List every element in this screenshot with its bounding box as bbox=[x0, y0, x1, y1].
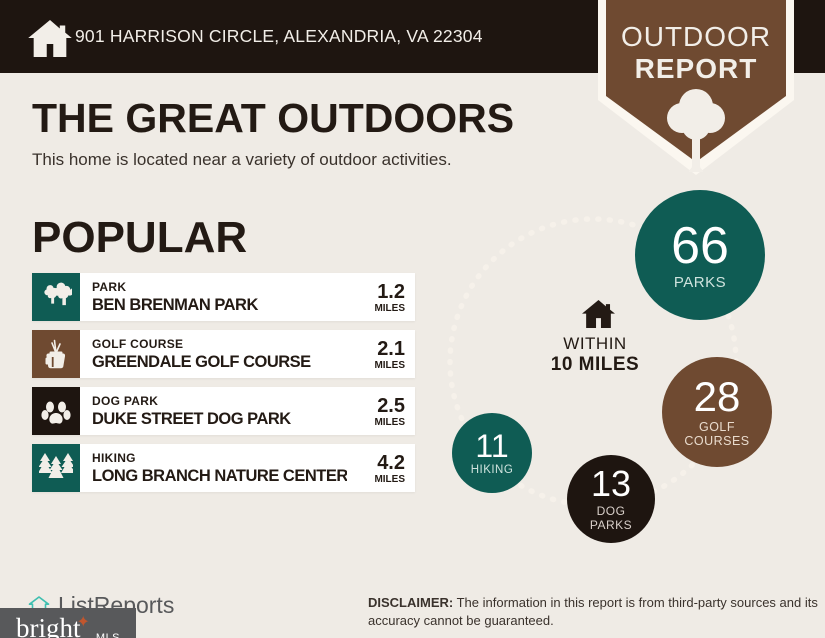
svg-text:OUTDOOR: OUTDOOR bbox=[621, 21, 771, 52]
svg-text:REPORT: REPORT bbox=[635, 53, 758, 84]
